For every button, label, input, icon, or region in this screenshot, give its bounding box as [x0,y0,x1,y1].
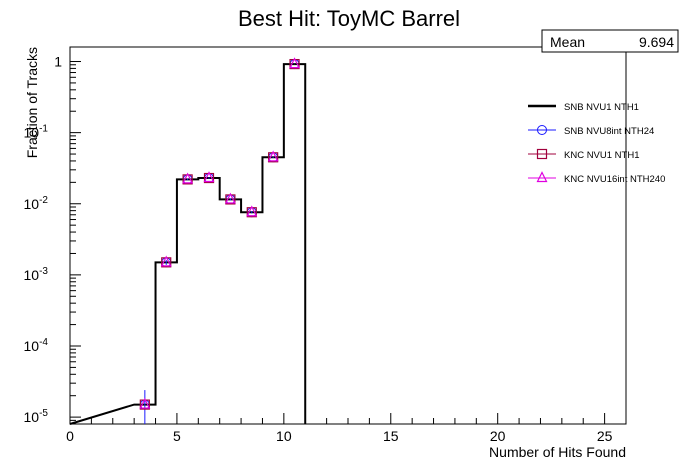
data-point-triangle [203,171,215,183]
plot-area: 0 5 10 15 20 25 1 10-1 10-2 10-3 10-4 10-5 [24,46,627,444]
x-tick-label: 5 [173,428,181,444]
legend-entry: KNC NVU1 NTH1 [564,150,640,161]
y-tick-label: 10-4 [24,337,49,354]
x-axis: 0 5 10 15 20 25 [66,413,627,444]
x-tick-label: 0 [66,428,74,444]
data-point-triangle [139,397,151,409]
y-axis-label: Fraction of Tracks [24,47,40,158]
data-point-triangle [267,150,279,162]
legend-entry: SNB NVU1 NTH1 [564,102,639,113]
y-tick-label: 1 [54,54,62,70]
y-tick-label: 10-2 [24,195,49,212]
stats-box: Mean 9.694 [541,29,679,53]
data-point-triangle [246,205,258,217]
legend-entry: SNB NVU8int NTH24 [564,126,654,137]
legend-marker-triangle [536,171,548,183]
x-axis-label: Number of Hits Found [489,444,626,460]
x-tick-label: 15 [383,428,399,444]
histogram-line-SNB NVU1 NTH1 [69,63,307,425]
stats-mean-value: 9.694 [639,34,674,50]
plot-frame [69,46,627,425]
y-tick-label: 10-3 [24,266,49,283]
data-point-triangle [224,192,236,204]
y-tick-label: 10-1 [24,124,49,141]
data-point-triangle [182,172,194,184]
legend-marker-square [536,148,548,160]
x-tick-label: 25 [597,428,613,444]
legend: SNB NVU1 NTH1 SNB NVU8int NTH24 KNC NVU1 N… [528,102,665,185]
legend-marker-circle [537,125,547,135]
x-tick-label: 20 [490,428,506,444]
data-point-triangle [289,57,301,69]
y-tick-label: 10-5 [24,408,49,425]
x-tick-label: 10 [276,428,292,444]
data-point-triangle [160,255,172,267]
stats-mean-label: Mean [550,34,585,50]
chart-title: Best Hit: ToyMC Barrel [238,6,460,31]
y-axis: 1 10-1 10-2 10-3 10-4 10-5 [24,54,81,425]
series-layer [69,57,307,425]
legend-entry: KNC NVU16int NTH240 [564,174,665,185]
